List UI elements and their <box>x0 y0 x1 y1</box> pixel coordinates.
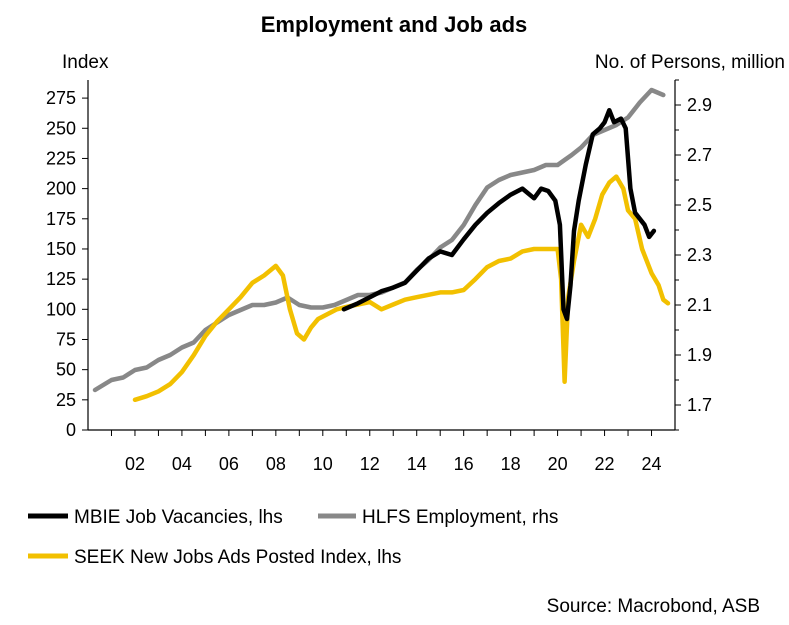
right-tick-label: 2.7 <box>687 145 712 165</box>
x-tick-label: 12 <box>360 454 380 474</box>
x-tick-label: 14 <box>407 454 427 474</box>
left-tick-label: 0 <box>66 420 76 440</box>
legend-label-seek: SEEK New Jobs Ads Posted Index, lhs <box>74 547 401 568</box>
left-tick-label: 200 <box>46 179 76 199</box>
x-tick-label: 24 <box>642 454 662 474</box>
x-tick-label: 02 <box>125 454 145 474</box>
right-tick-label: 2.1 <box>687 295 712 315</box>
left-tick-label: 25 <box>56 390 76 410</box>
series-mbie-job-vacancies <box>341 107 657 322</box>
left-y-axis: 0 25 50 75 100 125 150 175 200 225 250 275 <box>46 88 88 440</box>
left-tick-label: 100 <box>46 299 76 319</box>
source-note: Source: Macrobond, ASB <box>547 596 760 617</box>
legend-label-hlfs: HLFS Employment, rhs <box>362 507 558 528</box>
x-tick-label: 04 <box>172 454 192 474</box>
plot-area <box>92 87 671 403</box>
left-tick-label: 175 <box>46 209 76 229</box>
right-y-axis: 1.7 1.9 2.1 2.3 2.5 2.7 2.9 <box>675 79 712 431</box>
left-tick-label: 150 <box>46 239 76 259</box>
x-tick-label: 20 <box>548 454 568 474</box>
left-axis-caption: Index <box>62 52 109 73</box>
legend-label-mbie: MBIE Job Vacancies, lhs <box>74 507 283 528</box>
x-tick-label: 08 <box>266 454 286 474</box>
x-tick-label: 18 <box>501 454 521 474</box>
series-seek-job-ads <box>132 174 671 403</box>
x-tick-label: 10 <box>313 454 333 474</box>
right-axis-caption: No. of Persons, million <box>595 52 785 73</box>
left-tick-label: 50 <box>56 360 76 380</box>
left-tick-label: 225 <box>46 148 76 168</box>
left-tick-label: 75 <box>56 329 76 349</box>
x-tick-label: 22 <box>595 454 615 474</box>
x-tick-label: 16 <box>454 454 474 474</box>
legend: MBIE Job Vacancies, lhs HLFS Employment,… <box>28 507 558 568</box>
left-tick-label: 125 <box>46 269 76 289</box>
left-tick-label: 250 <box>46 118 76 138</box>
x-axis: 02 04 06 08 10 12 14 16 18 20 22 24 <box>110 430 662 474</box>
right-tick-label: 2.9 <box>687 95 712 115</box>
right-tick-label: 2.3 <box>687 245 712 265</box>
right-tick-label: 1.9 <box>687 345 712 365</box>
x-tick-label: 06 <box>219 454 239 474</box>
right-tick-label: 2.5 <box>687 195 712 215</box>
right-tick-label: 1.7 <box>687 395 712 415</box>
chart-title: Employment and Job ads <box>261 12 528 37</box>
left-tick-label: 275 <box>46 88 76 108</box>
